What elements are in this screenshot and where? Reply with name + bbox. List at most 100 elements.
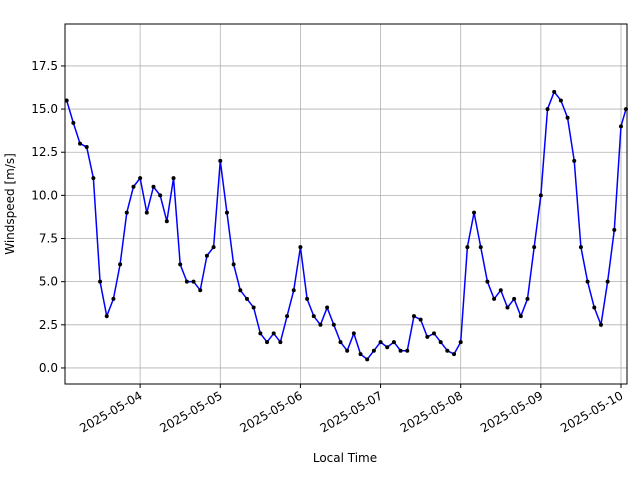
data-point bbox=[612, 227, 617, 232]
data-point bbox=[78, 141, 83, 146]
data-point bbox=[191, 279, 196, 284]
data-point bbox=[572, 158, 577, 163]
y-tick-label: 15.0 bbox=[31, 102, 58, 116]
y-tick-label: 10.0 bbox=[31, 188, 58, 202]
data-point bbox=[171, 176, 176, 181]
data-point bbox=[91, 176, 96, 181]
data-point bbox=[378, 340, 383, 345]
data-point bbox=[111, 296, 116, 301]
data-point bbox=[285, 314, 290, 319]
x-tick-label: 2025-05-07 bbox=[318, 388, 385, 435]
data-point bbox=[131, 184, 136, 189]
data-point bbox=[238, 288, 243, 293]
data-point bbox=[84, 145, 89, 150]
x-tick-label: 2025-05-05 bbox=[157, 388, 224, 435]
data-point bbox=[465, 245, 470, 250]
y-tick-label: 5.0 bbox=[39, 275, 58, 289]
data-point bbox=[184, 279, 189, 284]
y-tick-label: 17.5 bbox=[31, 59, 58, 73]
data-point bbox=[452, 352, 457, 357]
data-point bbox=[164, 219, 169, 224]
data-point bbox=[124, 210, 129, 215]
data-point bbox=[532, 245, 537, 250]
data-point bbox=[498, 288, 503, 293]
data-point bbox=[512, 296, 517, 301]
data-point bbox=[365, 357, 370, 362]
data-point bbox=[331, 322, 336, 327]
data-point bbox=[104, 314, 109, 319]
y-tick-label: 12.5 bbox=[31, 145, 58, 159]
data-point bbox=[224, 210, 229, 215]
data-point bbox=[278, 340, 283, 345]
data-point bbox=[178, 262, 183, 267]
data-point bbox=[318, 322, 323, 327]
data-point bbox=[358, 352, 363, 357]
data-point bbox=[311, 314, 316, 319]
data-point bbox=[592, 305, 597, 310]
data-point bbox=[218, 158, 223, 163]
data-point bbox=[411, 314, 416, 319]
data-point bbox=[598, 322, 603, 327]
data-point bbox=[472, 210, 477, 215]
data-point bbox=[525, 296, 530, 301]
data-point bbox=[138, 176, 143, 181]
data-point bbox=[211, 245, 216, 250]
data-point bbox=[251, 305, 256, 310]
data-point bbox=[425, 334, 430, 339]
data-point bbox=[398, 348, 403, 353]
data-point bbox=[325, 305, 330, 310]
data-point bbox=[204, 253, 209, 258]
x-tick-label: 2025-05-06 bbox=[238, 388, 305, 435]
data-line bbox=[65, 90, 627, 361]
data-point bbox=[371, 348, 376, 353]
data-point bbox=[431, 331, 436, 336]
y-tick-label: 0.0 bbox=[39, 361, 58, 375]
x-tick-label: 2025-05-09 bbox=[478, 388, 545, 435]
data-point bbox=[578, 245, 583, 250]
data-point bbox=[438, 340, 443, 345]
data-point bbox=[338, 340, 343, 345]
data-point bbox=[505, 305, 510, 310]
data-point bbox=[64, 98, 69, 103]
data-point bbox=[98, 279, 103, 284]
y-axis-label: Windspeed [m/s] bbox=[3, 153, 17, 255]
data-point bbox=[478, 245, 483, 250]
data-point bbox=[385, 345, 390, 350]
data-point bbox=[545, 107, 550, 112]
data-point bbox=[231, 262, 236, 267]
x-tick-label: 2025-05-04 bbox=[77, 388, 144, 435]
data-point bbox=[485, 279, 490, 284]
y-tick-label: 7.5 bbox=[39, 232, 58, 246]
data-point bbox=[258, 331, 263, 336]
data-point bbox=[605, 279, 610, 284]
data-point bbox=[538, 193, 543, 198]
data-point bbox=[585, 279, 590, 284]
data-point bbox=[518, 314, 523, 319]
x-tick-label: 2025-05-08 bbox=[398, 388, 465, 435]
data-point bbox=[418, 317, 423, 322]
data-point bbox=[345, 348, 350, 353]
data-point bbox=[305, 296, 310, 301]
data-point bbox=[291, 288, 296, 293]
data-point bbox=[391, 340, 396, 345]
x-tick-label: 2025-05-10 bbox=[558, 388, 625, 435]
data-point bbox=[158, 193, 163, 198]
data-point bbox=[552, 89, 557, 94]
data-point bbox=[271, 331, 276, 336]
data-point bbox=[118, 262, 123, 267]
data-point bbox=[618, 124, 623, 129]
data-point bbox=[558, 98, 563, 103]
data-point bbox=[445, 348, 450, 353]
data-point bbox=[198, 288, 203, 293]
y-tick-label: 2.5 bbox=[39, 318, 58, 332]
data-point bbox=[151, 184, 156, 189]
data-point bbox=[405, 348, 410, 353]
data-point bbox=[298, 245, 303, 250]
data-point bbox=[351, 331, 356, 336]
plot-frame bbox=[64, 23, 628, 385]
data-point bbox=[244, 296, 249, 301]
data-point bbox=[492, 296, 497, 301]
data-point bbox=[144, 210, 149, 215]
x-axis-label: Local Time bbox=[313, 451, 377, 465]
